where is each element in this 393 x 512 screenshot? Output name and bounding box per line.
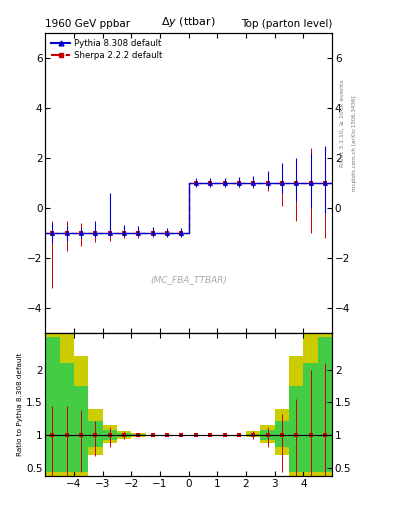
- Text: mcplots.cern.ch [arXiv:1306.3436]: mcplots.cern.ch [arXiv:1306.3436]: [352, 96, 357, 191]
- Text: $\Delta y$ (ttbar): $\Delta y$ (ttbar): [161, 15, 216, 29]
- Y-axis label: Ratio to Pythia 8.308 default: Ratio to Pythia 8.308 default: [17, 353, 23, 456]
- Text: Rivet 3.1.10, ≥ 100k events: Rivet 3.1.10, ≥ 100k events: [340, 79, 345, 167]
- Text: Top (parton level): Top (parton level): [241, 19, 332, 29]
- Text: 1960 GeV ppbar: 1960 GeV ppbar: [45, 19, 130, 29]
- Legend: Pythia 8.308 default, Sherpa 2.2.2 default: Pythia 8.308 default, Sherpa 2.2.2 defau…: [50, 37, 165, 61]
- Text: (MC_FBA_TTBAR): (MC_FBA_TTBAR): [150, 275, 227, 284]
